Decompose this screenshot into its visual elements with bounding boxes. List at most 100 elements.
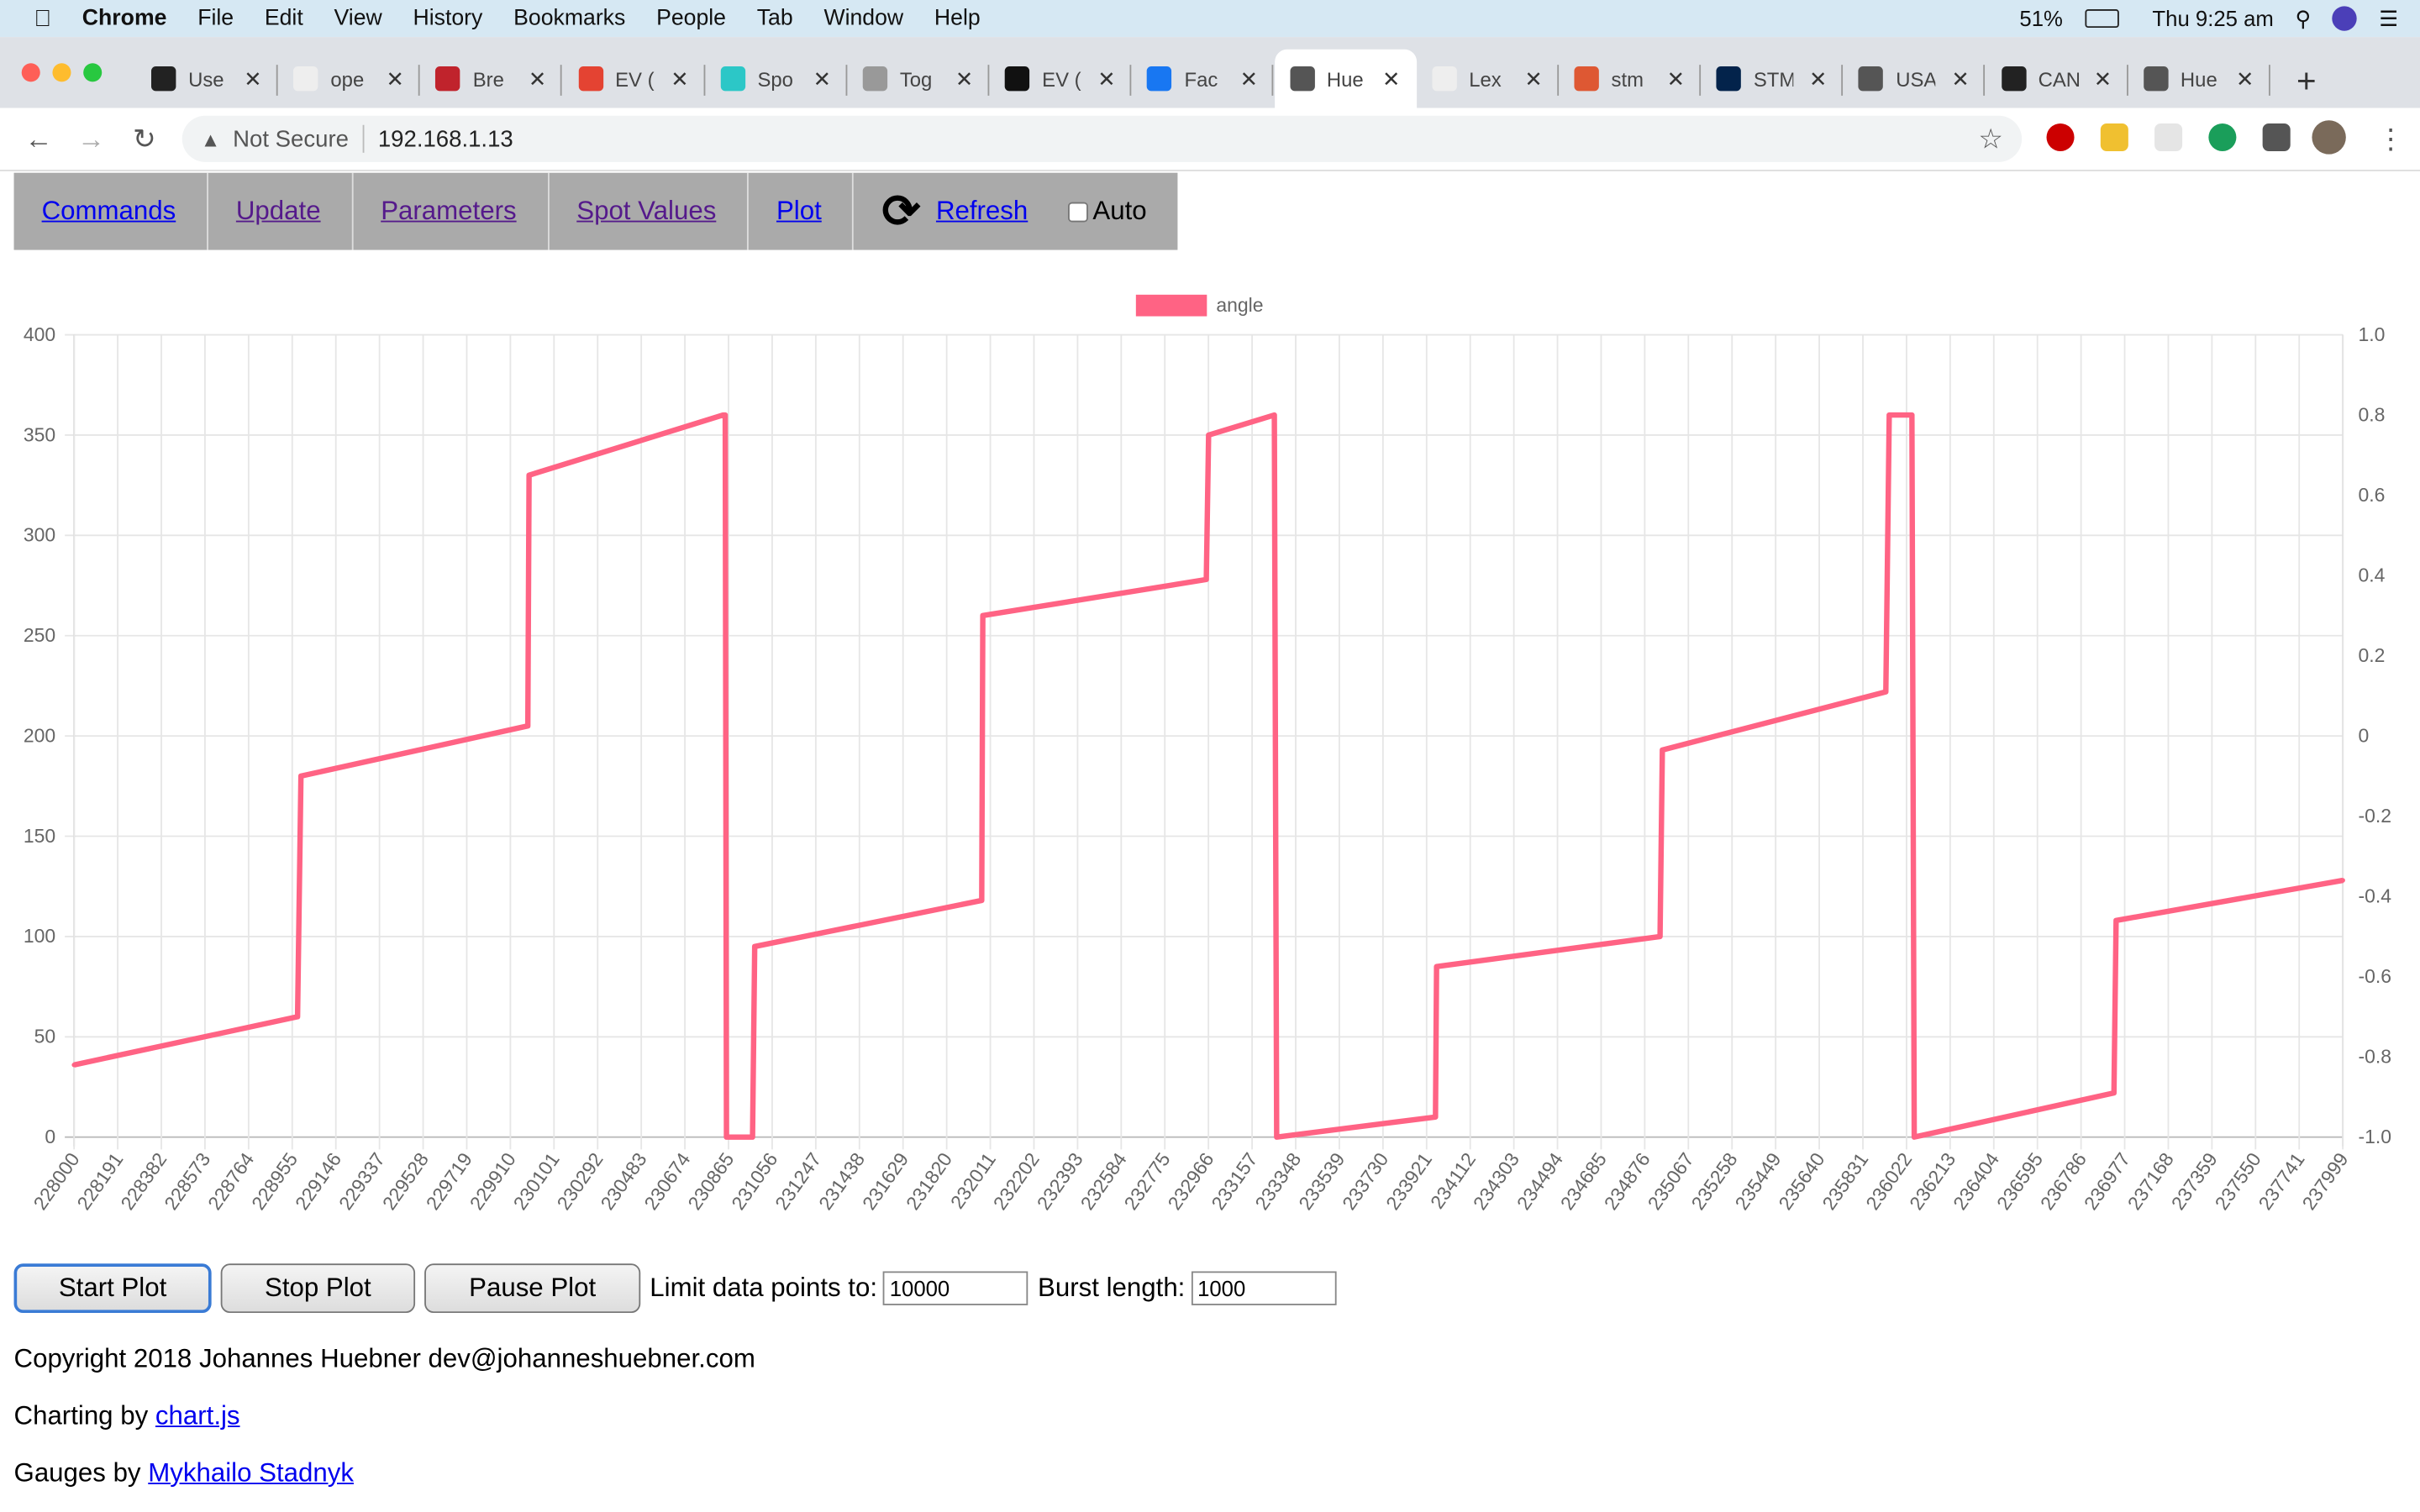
- browser-tab[interactable]: STM ✕: [1701, 50, 1844, 108]
- security-label[interactable]: Not Secure: [233, 125, 349, 152]
- tab-title: Lex: [1469, 66, 1502, 91]
- close-tab-icon[interactable]: ✕: [1524, 66, 1543, 91]
- apple-icon[interactable]: : [34, 5, 51, 31]
- data-point: [295, 1014, 300, 1020]
- tab-title: CAN: [2038, 66, 2079, 91]
- react-devtools-icon[interactable]: [2154, 123, 2183, 151]
- nav-spot-values[interactable]: Spot Values: [576, 196, 717, 226]
- stop-plot-button[interactable]: Stop Plot: [220, 1263, 416, 1314]
- avatar[interactable]: [2312, 120, 2346, 155]
- mac-menubar:  Chrome File Edit View History Bookmarks Peo…: [0, 0, 2420, 38]
- close-tab-icon[interactable]: ✕: [1097, 66, 1116, 91]
- menu-file[interactable]: File: [180, 6, 234, 31]
- menu-app[interactable]: Chrome: [65, 6, 167, 31]
- close-tab-icon[interactable]: ✕: [1381, 66, 1401, 91]
- browser-tab[interactable]: Fac ✕: [1132, 50, 1275, 108]
- hangouts-icon[interactable]: [2208, 123, 2237, 151]
- nav-parameters[interactable]: Parameters: [381, 196, 517, 226]
- more-menu-icon[interactable]: ⋮: [2376, 123, 2405, 155]
- menu-edit[interactable]: Edit: [247, 6, 303, 31]
- nav-refresh[interactable]: Refresh: [935, 196, 1028, 226]
- gauges-link[interactable]: Mykhailo Stadnyk: [148, 1457, 354, 1488]
- close-tab-icon[interactable]: ✕: [1666, 66, 1686, 91]
- menu-people[interactable]: People: [639, 6, 726, 31]
- y-tick-label: 0: [45, 1126, 55, 1147]
- nav-commands[interactable]: Commands: [41, 196, 176, 226]
- browser-tab[interactable]: stm ✕: [1559, 50, 1702, 108]
- close-tab-icon[interactable]: ✕: [671, 66, 689, 91]
- forward-icon[interactable]: →: [76, 123, 105, 155]
- close-window-button[interactable]: [21, 63, 40, 82]
- browser-tab[interactable]: USA ✕: [1844, 50, 1986, 108]
- bookmark-star-icon[interactable]: ☆: [1978, 123, 2004, 154]
- browser-tab[interactable]: CAN ✕: [1986, 50, 2128, 108]
- browser-tab[interactable]: Spo ✕: [705, 50, 847, 108]
- clock[interactable]: Thu 9:25 am: [2152, 6, 2274, 31]
- start-plot-button[interactable]: Start Plot: [13, 1263, 212, 1314]
- x-tick-label: 228000: [29, 1148, 83, 1214]
- browser-tab[interactable]: Lex ✕: [1417, 50, 1559, 108]
- browser-tab[interactable]: Hue ✕: [1274, 49, 1417, 108]
- data-point: [526, 472, 532, 478]
- close-tab-icon[interactable]: ✕: [1808, 66, 1828, 91]
- y2-tick-label: -0.4: [2359, 885, 2392, 906]
- menu-help[interactable]: Help: [917, 6, 981, 31]
- browser-tab[interactable]: ope ✕: [278, 50, 420, 108]
- new-tab-button[interactable]: +: [2296, 61, 2317, 101]
- pause-plot-button[interactable]: Pause Plot: [424, 1263, 641, 1314]
- auto-checkbox[interactable]: [1068, 201, 1088, 222]
- search-icon[interactable]: ⚲: [2295, 5, 2312, 30]
- close-tab-icon[interactable]: ✕: [813, 66, 832, 91]
- browser-tab[interactable]: Tog ✕: [847, 50, 990, 108]
- browser-tab[interactable]: Hue ✕: [2128, 50, 2270, 108]
- close-tab-icon[interactable]: ✕: [2236, 66, 2254, 91]
- close-tab-icon[interactable]: ✕: [2093, 66, 2112, 91]
- reload-icon[interactable]: ↻: [132, 123, 156, 155]
- close-tab-icon[interactable]: ✕: [528, 66, 547, 91]
- close-tab-icon[interactable]: ✕: [955, 66, 974, 91]
- limit-input[interactable]: [883, 1271, 1029, 1305]
- nav-update[interactable]: Update: [235, 196, 321, 226]
- menu-window[interactable]: Window: [806, 6, 903, 31]
- back-icon[interactable]: ←: [24, 123, 53, 155]
- close-tab-icon[interactable]: ✕: [244, 66, 262, 91]
- warning-icon[interactable]: ▲: [200, 127, 221, 151]
- tab-title: EV (: [1042, 66, 1081, 91]
- data-point: [1434, 963, 1439, 969]
- browser-tab[interactable]: Bre ✕: [420, 50, 563, 108]
- tab-favicon-icon: [1716, 66, 1742, 92]
- siri-icon[interactable]: [2333, 6, 2358, 31]
- menu-bookmarks[interactable]: Bookmarks: [496, 6, 625, 31]
- lastpass-icon[interactable]: [2100, 123, 2128, 151]
- chart-legend[interactable]: angle: [1135, 294, 1264, 317]
- y2-tick-label: -0.2: [2359, 805, 2392, 827]
- close-tab-icon[interactable]: ✕: [386, 66, 405, 91]
- close-tab-icon[interactable]: ✕: [1951, 66, 1970, 91]
- close-tab-icon[interactable]: ✕: [1239, 66, 1259, 91]
- battery-icon[interactable]: [2084, 9, 2119, 29]
- y-tick-label: 250: [24, 624, 55, 646]
- address-bar[interactable]: ▲ Not Secure 192.168.1.13 ☆: [182, 115, 2023, 162]
- data-point: [1271, 412, 1277, 417]
- menu-history[interactable]: History: [395, 6, 482, 31]
- y2-tick-label: 0.4: [2359, 564, 2386, 585]
- data-point: [1912, 1134, 1917, 1140]
- browser-tab[interactable]: Use ✕: [136, 50, 278, 108]
- extensions-icon[interactable]: [2262, 123, 2291, 151]
- notification-center-icon[interactable]: ☰: [2379, 5, 2399, 30]
- minimize-window-button[interactable]: [52, 63, 71, 82]
- menu-view[interactable]: View: [316, 6, 382, 31]
- url-text[interactable]: 192.168.1.13: [377, 125, 513, 152]
- chartjs-link[interactable]: chart.js: [155, 1400, 240, 1431]
- browser-tab[interactable]: EV ( ✕: [990, 50, 1132, 108]
- y-tick-label: 150: [24, 825, 55, 847]
- browser-tab[interactable]: EV (✕: [563, 50, 705, 108]
- adblock-icon[interactable]: [2046, 123, 2075, 151]
- menu-tab[interactable]: Tab: [739, 6, 793, 31]
- y-tick-label: 350: [24, 423, 55, 445]
- maximize-window-button[interactable]: [83, 63, 103, 82]
- data-point: [750, 1134, 755, 1140]
- refresh-icon[interactable]: ⟳: [881, 186, 921, 237]
- nav-plot[interactable]: Plot: [776, 196, 822, 226]
- burst-input[interactable]: [1191, 1271, 1337, 1305]
